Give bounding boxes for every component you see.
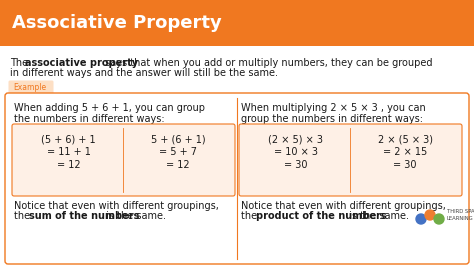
Text: Example: Example <box>13 83 46 92</box>
Text: (5 + 6) + 1: (5 + 6) + 1 <box>41 134 96 144</box>
Text: product of the numbers: product of the numbers <box>256 211 387 221</box>
Text: 5 + (6 + 1): 5 + (6 + 1) <box>151 134 206 144</box>
Circle shape <box>434 214 444 224</box>
Text: = 5 + 7: = 5 + 7 <box>159 147 197 157</box>
Text: the: the <box>241 211 260 221</box>
Text: = 2 × 15: = 2 × 15 <box>383 147 428 157</box>
Text: sum of the numbers: sum of the numbers <box>29 211 139 221</box>
Circle shape <box>416 214 426 224</box>
Text: = 12: = 12 <box>57 160 81 170</box>
Text: says that when you add or multiply numbers, they can be grouped: says that when you add or multiply numbe… <box>102 58 432 68</box>
Text: = 10 × 3: = 10 × 3 <box>274 147 318 157</box>
FancyBboxPatch shape <box>239 124 462 196</box>
Text: is the same.: is the same. <box>346 211 409 221</box>
Text: is the same.: is the same. <box>103 211 166 221</box>
Text: Associative Property: Associative Property <box>12 14 222 32</box>
Text: The: The <box>10 58 31 68</box>
Text: THIRD SPACE
LEARNING: THIRD SPACE LEARNING <box>447 209 474 221</box>
Text: the: the <box>14 211 33 221</box>
Text: group the numbers in different ways:: group the numbers in different ways: <box>241 114 423 124</box>
Text: = 12: = 12 <box>166 160 190 170</box>
Text: in different ways and the answer will still be the same.: in different ways and the answer will st… <box>10 68 278 78</box>
Text: associative property: associative property <box>25 58 138 68</box>
Circle shape <box>425 210 435 220</box>
Text: = 11 + 1: = 11 + 1 <box>47 147 91 157</box>
Text: = 30: = 30 <box>393 160 417 170</box>
Text: When multiplying 2 × 5 × 3 , you can: When multiplying 2 × 5 × 3 , you can <box>241 103 426 113</box>
Text: Notice that even with different groupings,: Notice that even with different grouping… <box>14 201 219 211</box>
Text: 2 × (5 × 3): 2 × (5 × 3) <box>378 134 433 144</box>
Text: = 30: = 30 <box>284 160 308 170</box>
FancyBboxPatch shape <box>5 93 469 264</box>
FancyBboxPatch shape <box>9 81 54 95</box>
Text: the numbers in different ways:: the numbers in different ways: <box>14 114 164 124</box>
Text: Notice that even with different groupings,: Notice that even with different grouping… <box>241 201 446 211</box>
Text: (2 × 5) × 3: (2 × 5) × 3 <box>268 134 323 144</box>
Text: When adding 5 + 6 + 1, you can group: When adding 5 + 6 + 1, you can group <box>14 103 205 113</box>
FancyBboxPatch shape <box>0 0 474 46</box>
FancyBboxPatch shape <box>12 124 235 196</box>
